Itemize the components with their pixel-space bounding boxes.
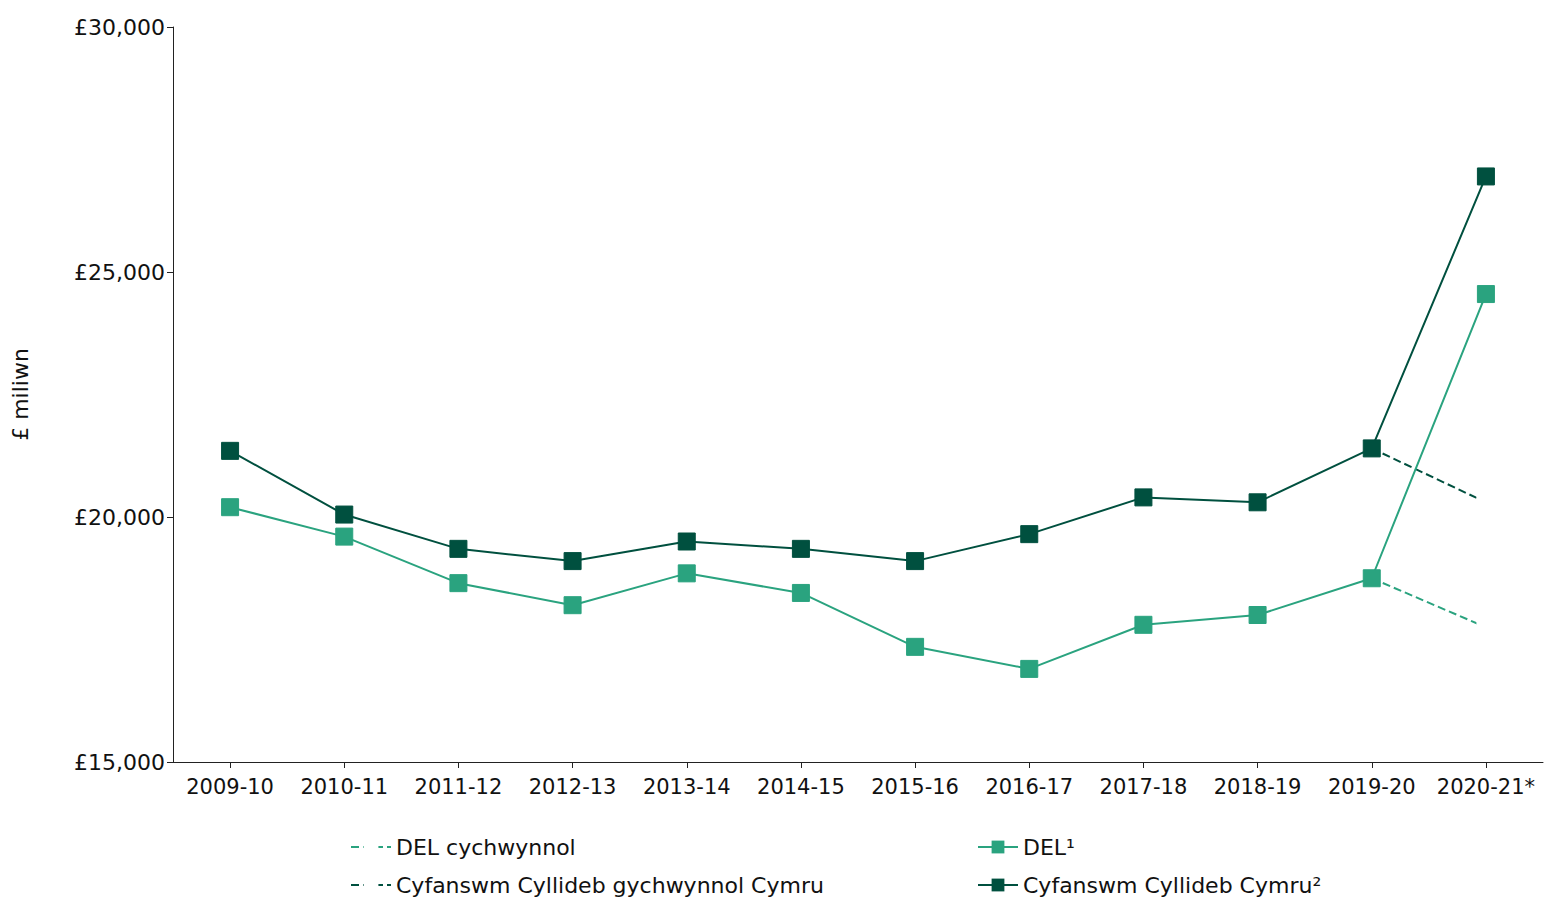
svg-text:2015-16: 2015-16	[871, 775, 959, 799]
svg-text:2017-18: 2017-18	[1100, 775, 1188, 799]
svg-text:£20,000: £20,000	[74, 505, 165, 530]
svg-text:DEL¹: DEL¹	[1023, 835, 1075, 860]
svg-text:2009-10: 2009-10	[186, 775, 274, 799]
svg-text:£15,000: £15,000	[74, 750, 165, 775]
svg-text:£25,000: £25,000	[74, 260, 165, 285]
svg-text:£ miliwn: £ miliwn	[8, 348, 33, 441]
svg-text:2010-11: 2010-11	[300, 775, 388, 799]
svg-text:Cyfanswm Cyllideb gychwynnol C: Cyfanswm Cyllideb gychwynnol Cymru	[396, 873, 824, 898]
svg-text:2016-17: 2016-17	[985, 775, 1073, 799]
svg-text:2014-15: 2014-15	[757, 775, 845, 799]
svg-text:2018-19: 2018-19	[1214, 775, 1302, 799]
svg-text:£30,000: £30,000	[74, 15, 165, 40]
svg-text:2012-13: 2012-13	[529, 775, 617, 799]
svg-text:DEL cychwynnol: DEL cychwynnol	[396, 835, 576, 860]
svg-text:2020-21*: 2020-21*	[1437, 775, 1535, 799]
svg-text:2013-14: 2013-14	[643, 775, 731, 799]
svg-text:Cyfanswm Cyllideb Cymru²: Cyfanswm Cyllideb Cymru²	[1023, 873, 1321, 898]
svg-text:2019-20: 2019-20	[1328, 775, 1416, 799]
svg-text:2011-12: 2011-12	[415, 775, 503, 799]
